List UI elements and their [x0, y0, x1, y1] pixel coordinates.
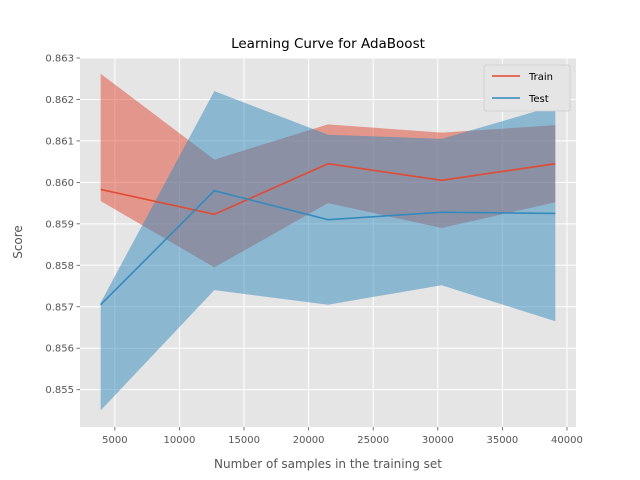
y-tick-label: 0.858	[45, 261, 74, 272]
test-confidence-band	[100, 91, 556, 411]
x-tick-label: 5000	[102, 435, 127, 446]
x-tick-label: 10000	[164, 435, 196, 446]
y-axis-ticks: 0.855 0.856 0.857 0.858 0.859 0.860 0.861 0.862…	[45, 54, 80, 396]
x-tick-label: 20000	[293, 435, 325, 446]
y-tick-label: 0.863	[45, 54, 74, 65]
y-tick-label: 0.860	[45, 178, 74, 189]
y-tick-label: 0.855	[45, 385, 74, 396]
legend-box	[483, 64, 571, 112]
train-series-line	[100, 162, 556, 216]
y-tick-label: 0.861	[45, 136, 74, 147]
x-tick-label: 35000	[486, 435, 518, 446]
y-axis-label: Score	[11, 225, 25, 259]
x-tick-label: 30000	[422, 435, 454, 446]
y-tick-label: 0.862	[45, 95, 74, 106]
y-tick-label: 0.857	[45, 302, 74, 313]
y-tick-label: 0.856	[45, 344, 74, 355]
chart-title: Learning Curve for AdaBoost	[231, 36, 425, 52]
x-tick-label: 25000	[357, 435, 389, 446]
x-axis-label: Number of samples in the training set	[214, 457, 442, 471]
x-axis-ticks: 5000 10000 15000 20000 25000 30000 35000 40000	[102, 427, 583, 446]
confidence-bands	[100, 73, 556, 411]
y-tick-label: 0.859	[45, 219, 74, 230]
legend-label-test: Test	[528, 94, 549, 105]
test-series-line	[100, 189, 556, 306]
legend-label-train: Train	[528, 72, 553, 83]
x-tick-label: 15000	[228, 435, 260, 446]
x-tick-label: 40000	[551, 435, 583, 446]
legend: Train Test	[483, 64, 571, 112]
series-lines	[100, 162, 556, 306]
